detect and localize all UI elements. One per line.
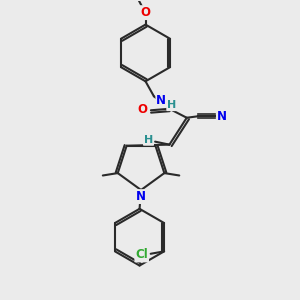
Text: N: N <box>136 190 146 203</box>
Text: N: N <box>156 94 166 107</box>
Text: H: H <box>167 100 176 110</box>
Text: O: O <box>137 103 147 116</box>
Text: O: O <box>140 6 151 19</box>
Text: Cl: Cl <box>135 248 148 262</box>
Text: N: N <box>217 110 227 123</box>
Text: H: H <box>144 135 153 145</box>
